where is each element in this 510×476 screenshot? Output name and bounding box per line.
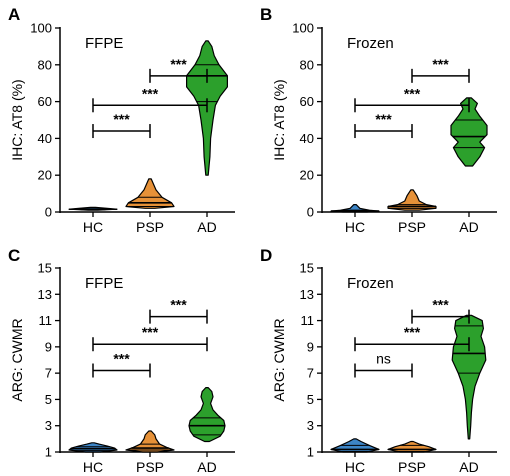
panel-letter: C — [8, 246, 20, 265]
panel-b: B Frozen 0 20 40 60 80 100 IHC: AT8 (%) HC PSP AD **… — [260, 5, 497, 235]
y-tick-label: 20 — [300, 168, 314, 183]
violin-psp — [125, 430, 175, 453]
panel-inset-title: FFPE — [85, 275, 123, 292]
panel-letter: B — [260, 5, 272, 24]
y-tick-label: 7 — [307, 366, 314, 381]
y-tick-label: 5 — [307, 392, 314, 407]
y-axis-label: IHC: AT8 (%) — [271, 79, 287, 160]
significance-label: *** — [375, 111, 392, 127]
significance-label: *** — [142, 85, 159, 101]
x-tick-label: HC — [345, 219, 365, 235]
y-tick-label: 80 — [38, 57, 52, 72]
y-tick-label: 5 — [45, 392, 52, 407]
y-tick-label: 13 — [38, 287, 52, 302]
violin-ad — [188, 387, 226, 443]
significance-label: *** — [432, 297, 449, 313]
panel-inset-title: FFPE — [85, 35, 123, 52]
significance-label: *** — [170, 56, 187, 72]
x-tick-label: PSP — [398, 459, 426, 475]
y-tick-label: 1 — [45, 445, 52, 460]
y-tick-label: 60 — [300, 94, 314, 109]
x-tick-label: AD — [197, 459, 216, 475]
y-tick-label: 100 — [30, 21, 52, 36]
y-tick-label: 9 — [45, 339, 52, 354]
y-tick-label: 15 — [38, 261, 52, 276]
x-tick-label: AD — [459, 219, 478, 235]
y-tick-label: 60 — [38, 94, 52, 109]
y-axis-label: ARG: CWMR — [9, 318, 25, 401]
significance-label: *** — [170, 297, 187, 313]
significance-label: ns — [376, 351, 391, 367]
significance-label: *** — [113, 111, 130, 127]
panel-a: A FFPE 0 20 40 60 80 100 IHC: AT8 (%) HC PSP AD *** *… — [8, 5, 235, 235]
significance-label: *** — [113, 351, 130, 367]
y-tick-label: 80 — [300, 57, 314, 72]
x-tick-label: PSP — [136, 219, 164, 235]
y-tick-label: 9 — [307, 339, 314, 354]
significance-label: *** — [142, 324, 159, 340]
y-tick-label: 100 — [292, 21, 314, 36]
y-tick-label: 0 — [307, 205, 314, 220]
y-tick-label: 11 — [301, 313, 315, 328]
x-tick-label: HC — [83, 459, 103, 475]
x-tick-label: PSP — [136, 459, 164, 475]
significance-label: *** — [432, 56, 449, 72]
significance-label: *** — [404, 85, 421, 101]
x-tick-label: PSP — [398, 219, 426, 235]
panel-letter: A — [8, 5, 20, 24]
y-tick-label: 11 — [39, 313, 53, 328]
panel-inset-title: Frozen — [347, 275, 394, 292]
panel-inset-title: Frozen — [347, 35, 394, 52]
significance-label: *** — [404, 324, 421, 340]
y-tick-label: 40 — [300, 131, 314, 146]
x-tick-label: AD — [197, 219, 216, 235]
y-tick-label: 7 — [45, 366, 52, 381]
x-tick-label: AD — [459, 459, 478, 475]
panel-letter: D — [260, 246, 272, 265]
violin-psp — [387, 440, 437, 453]
y-tick-label: 3 — [45, 418, 52, 433]
y-axis-label: IHC: AT8 (%) — [9, 79, 25, 160]
violin-psp — [125, 178, 175, 209]
y-tick-label: 0 — [45, 205, 52, 220]
violin-ad — [450, 97, 488, 167]
violin-ad — [451, 314, 487, 440]
x-tick-label: HC — [345, 459, 365, 475]
y-axis-label: ARG: CWMR — [271, 318, 287, 401]
y-tick-label: 15 — [300, 261, 314, 276]
y-tick-label: 20 — [38, 168, 52, 183]
y-tick-label: 3 — [307, 418, 314, 433]
y-tick-label: 1 — [307, 445, 314, 460]
x-tick-label: HC — [83, 219, 103, 235]
y-tick-label: 40 — [38, 131, 52, 146]
y-tick-label: 13 — [300, 287, 314, 302]
